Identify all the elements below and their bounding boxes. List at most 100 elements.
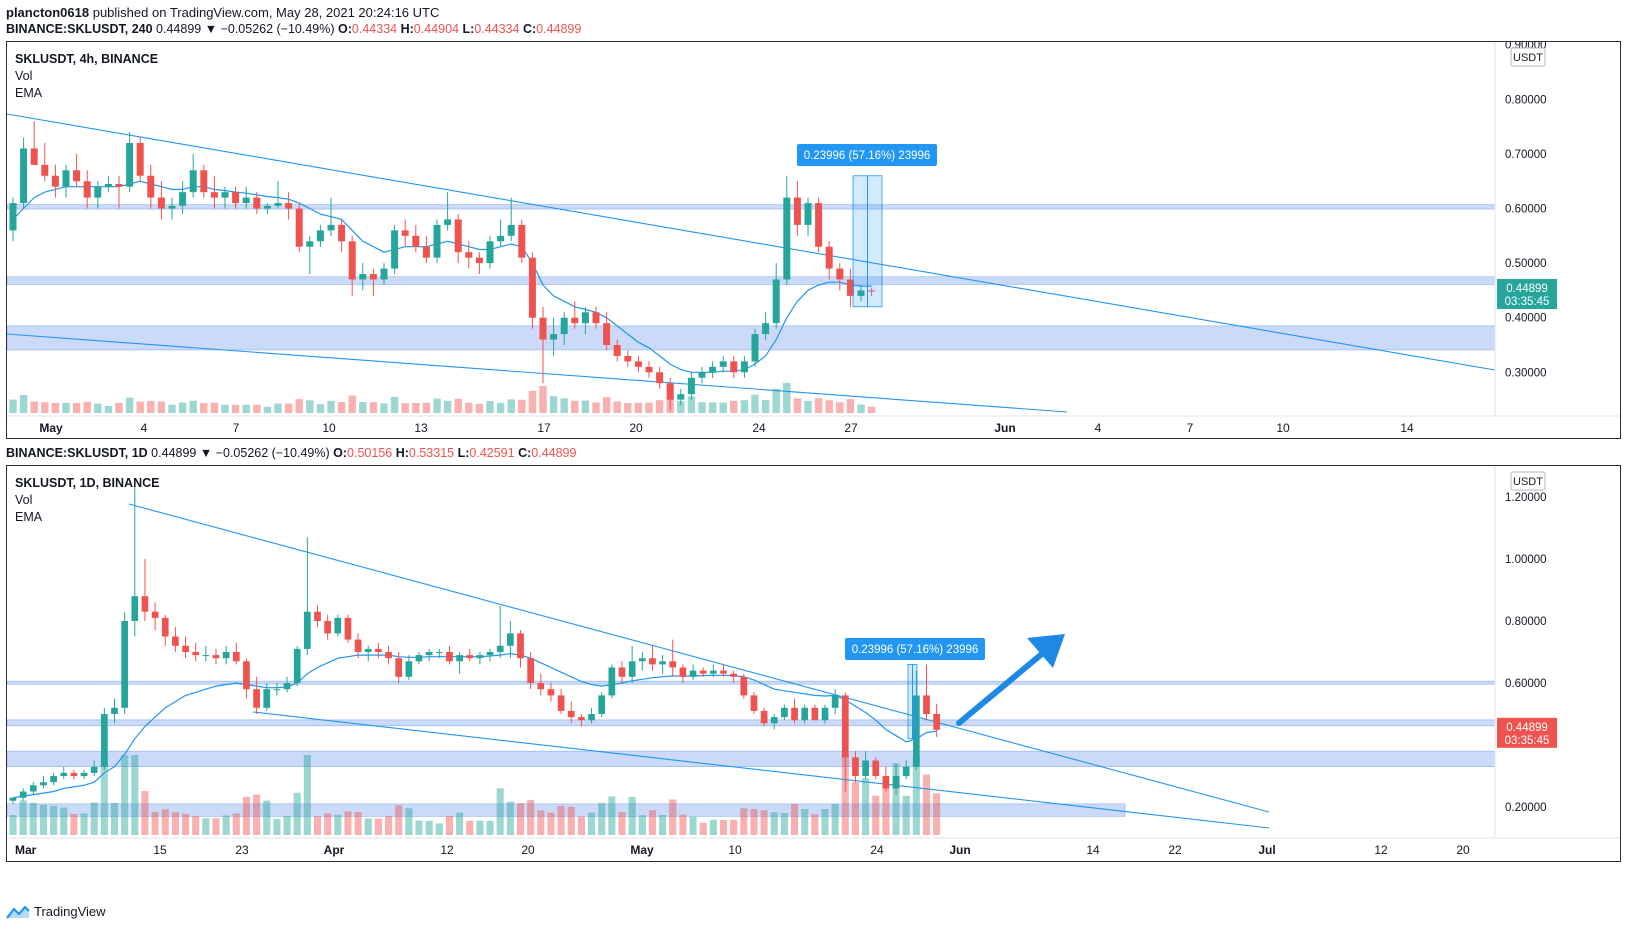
time-tick-label: 10	[728, 843, 742, 857]
time-tick-label: 24	[870, 843, 884, 857]
chart1-legend-vol[interactable]: Vol	[15, 69, 33, 83]
candle-body	[760, 710, 768, 724]
time-tick-label: 7	[233, 421, 240, 435]
candle-body	[327, 224, 335, 231]
candle-body	[179, 192, 187, 206]
chart2-legend-vol[interactable]: Vol	[15, 493, 33, 507]
time-tick-label: 17	[537, 421, 551, 435]
volume-bar	[698, 402, 706, 413]
volume-bar	[151, 811, 159, 835]
author-name[interactable]: plancton0618	[6, 5, 90, 20]
candle-body	[547, 689, 555, 696]
candle-body	[475, 257, 483, 264]
volume-bar	[836, 402, 844, 413]
chart2-price: 0.44899	[151, 446, 197, 460]
candle-body	[161, 617, 169, 637]
volume-bar	[200, 403, 208, 413]
chart2-legend-title[interactable]: SKLUSDT, 1D, BINANCE	[15, 476, 160, 490]
candle-body	[285, 203, 293, 209]
volume-bar	[902, 795, 910, 835]
volume-bar	[415, 820, 423, 835]
chart1-canvas[interactable]: 0.23996 (57.16%) 23996 0.90000 0.80000 0.70…	[7, 42, 1621, 439]
volume-bar	[401, 403, 409, 413]
volume-bar	[348, 395, 356, 413]
volume-bar	[306, 400, 314, 413]
time-tick-label: 12	[440, 843, 454, 857]
volume-bar	[527, 799, 535, 835]
candle-body	[613, 345, 621, 356]
chart1-panel[interactable]: 0.23996 (57.16%) 23996 0.90000 0.80000 0.70…	[6, 41, 1621, 439]
chart2-panel[interactable]: 0.23996 (57.16%) 23996 1.20000 1.00000 0.80…	[6, 465, 1621, 862]
volume-bar	[273, 818, 281, 835]
candle-body	[253, 689, 260, 708]
currency-label: USDT	[1513, 52, 1543, 64]
candle-body	[892, 776, 900, 789]
volume-bar	[60, 807, 68, 835]
volume-bar	[537, 810, 545, 835]
volume-bar	[9, 815, 17, 835]
candle-body	[772, 279, 780, 324]
candle-body	[539, 317, 547, 340]
candle-body	[435, 652, 443, 653]
sr-zone	[7, 204, 1496, 210]
sr-zone	[7, 276, 1496, 285]
volume-bar	[70, 813, 78, 835]
candle-body	[913, 695, 920, 767]
volume-bar	[369, 402, 378, 413]
time-tick-label: 14	[1086, 843, 1100, 857]
volume-bar	[212, 818, 220, 835]
volume-bar	[354, 811, 362, 835]
chart2-open: 0.50156	[347, 446, 393, 460]
volume-bar	[344, 811, 352, 835]
candle-body	[324, 621, 331, 634]
chart1-legend-title[interactable]: SKLUSDT, 4h, BINANCE	[15, 52, 159, 66]
chart2-legend-ema[interactable]: EMA	[15, 510, 43, 524]
candle-body	[507, 224, 515, 236]
volume-bar	[669, 799, 677, 835]
candle-body	[825, 246, 833, 269]
candle-body	[94, 186, 102, 198]
candle-body	[527, 658, 534, 683]
candle-body	[30, 148, 38, 165]
volume-bar	[115, 402, 123, 413]
candle-body	[868, 290, 876, 292]
time-tick-label: Mar	[15, 843, 37, 857]
volume-bar	[804, 400, 812, 413]
volume-bar	[29, 802, 37, 835]
candle-body	[172, 636, 179, 646]
time-tick-label: Jun	[994, 421, 1015, 435]
volume-bar	[443, 400, 452, 413]
candle-body	[730, 673, 737, 677]
candle-body	[709, 366, 717, 373]
chart2-high-label: H:	[395, 446, 409, 460]
volume-bar	[496, 402, 505, 413]
candle-body	[83, 181, 91, 198]
time-tick-label: 10	[322, 421, 336, 435]
last-price-badge	[1497, 278, 1557, 309]
tradingview-footer[interactable]: TradingView	[6, 904, 106, 919]
candle-body	[200, 170, 208, 193]
sr-zone	[7, 750, 1496, 768]
candle-body	[380, 268, 388, 280]
volume-bar	[141, 791, 149, 835]
chart2-canvas[interactable]: 0.23996 (57.16%) 23996 1.20000 1.00000 0.80…	[7, 466, 1621, 862]
candle-body	[80, 772, 88, 776]
candle-body	[20, 148, 28, 204]
volume-bar	[334, 814, 342, 835]
price-tick-label: 0.80000	[1505, 616, 1547, 628]
volume-bar	[857, 404, 865, 413]
chart1-legend-ema[interactable]: EMA	[15, 86, 43, 100]
volume-bar	[178, 402, 187, 413]
currency-box	[1510, 47, 1546, 67]
candle-body	[9, 797, 17, 801]
candle-body	[70, 772, 78, 776]
candle-body	[740, 676, 748, 696]
publish-line: plancton0618 published on TradingView.co…	[6, 5, 439, 20]
volume-bar	[730, 819, 738, 835]
candle-body	[412, 235, 420, 247]
volume-bar	[110, 802, 119, 835]
volume-bar	[638, 815, 646, 835]
currency-box	[1510, 471, 1546, 491]
volume-bar	[518, 399, 526, 413]
volume-bar	[750, 809, 758, 835]
